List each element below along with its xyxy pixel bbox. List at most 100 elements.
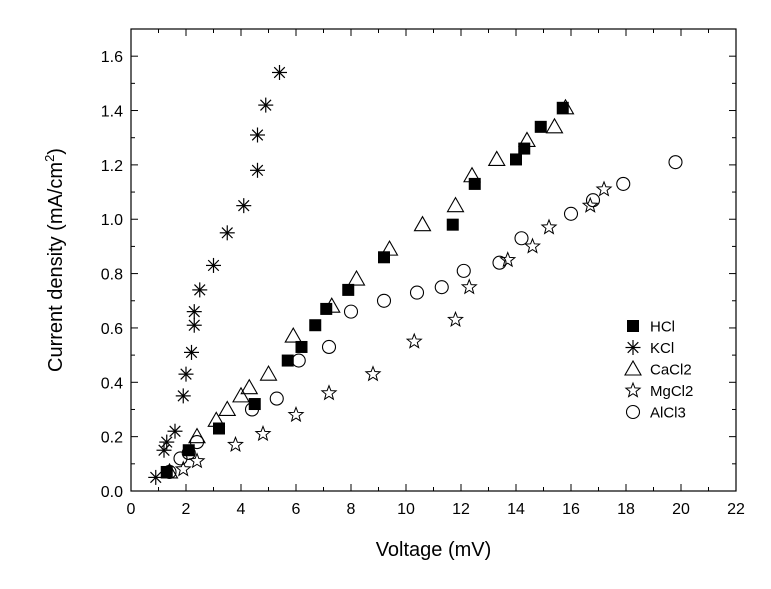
x-tick-label: 18: [617, 501, 635, 518]
legend: HCl KCl CaCl2 MgCl2 AlCl3: [624, 319, 693, 422]
y-tick-label: 0.8: [101, 267, 123, 284]
data-point-cacl2: [347, 269, 366, 286]
data-point-hcl: [213, 422, 225, 435]
series-kcl: [148, 64, 287, 485]
data-point-alcl3: [291, 353, 306, 368]
legend-label: HCl: [650, 319, 675, 336]
data-point-alcl3: [409, 285, 425, 300]
x-axis: 0 2 4 6 8 10 12 14 16 18 20 22: [127, 29, 745, 518]
data-point-cacl2: [218, 400, 237, 417]
data-point-kcl: [206, 257, 221, 273]
data-point-hcl: [378, 251, 390, 264]
x-tick-label: 0: [127, 501, 136, 518]
legend-label: CaCl2: [650, 362, 692, 379]
data-point-hcl: [281, 354, 294, 367]
y-axis-title-tail: ): [45, 148, 67, 155]
data-point-cacl2: [380, 240, 399, 256]
data-point-alcl3: [668, 155, 683, 170]
y-tick-label: 1.6: [101, 49, 123, 66]
data-point-hcl: [468, 177, 481, 190]
x-tick-label: 2: [182, 501, 191, 518]
data-point-mgcl2: [287, 406, 305, 423]
data-point-kcl: [186, 317, 202, 333]
data-point-mgcl2: [320, 384, 338, 401]
legend-item-cacl2: CaCl2: [624, 359, 692, 379]
data-point-kcl: [156, 442, 172, 458]
data-point-kcl: [186, 304, 202, 320]
data-point-cacl2: [284, 326, 303, 343]
data-point-alcl3: [492, 255, 507, 270]
x-tick-label: 14: [507, 501, 525, 518]
y-axis-title-main: Current density (mA/cm: [45, 162, 67, 372]
x-tick-label: 6: [292, 501, 301, 518]
legend-item-alcl3: AlCl3: [625, 404, 686, 422]
x-tick-label: 12: [452, 501, 470, 518]
series-cacl2: [160, 98, 575, 479]
y-tick-label: 0.0: [101, 484, 123, 501]
data-point-kcl: [184, 344, 199, 360]
y-axis: 0.0 0.2 0.4 0.6 0.8 1.0 1.2 1.4 1.6: [101, 49, 736, 501]
data-point-alcl3: [585, 193, 601, 208]
data-point-hcl: [295, 340, 308, 353]
data-point-mgcl2: [540, 218, 558, 235]
data-point-cacl2: [188, 427, 206, 444]
data-point-alcl3: [244, 402, 260, 417]
y-tick-label: 1.0: [101, 212, 123, 229]
data-point-alcl3: [343, 304, 359, 319]
legend-label: MgCl2: [650, 383, 693, 400]
data-point-kcl: [167, 423, 183, 439]
data-point-alcl3: [321, 339, 337, 355]
data-point-kcl: [192, 282, 208, 298]
data-point-kcl: [258, 97, 274, 113]
data-point-mgcl2: [227, 435, 244, 453]
data-point-cacl2: [259, 365, 278, 381]
y-tick-label: 0.4: [101, 375, 123, 392]
data-point-hcl: [510, 153, 522, 166]
data-point-kcl: [272, 64, 287, 80]
y-axis-title-superscript: 2: [42, 155, 57, 162]
data-point-alcl3: [181, 445, 196, 461]
data-point-mgcl2: [447, 310, 464, 327]
data-point-mgcl2: [524, 237, 541, 254]
legend-label: AlCl3: [650, 405, 686, 422]
data-point-alcl3: [189, 435, 205, 450]
data-point-mgcl2: [405, 332, 423, 349]
x-axis-title: Voltage (mV): [376, 539, 492, 561]
data-point-kcl: [219, 225, 235, 241]
data-point-alcl3: [269, 391, 284, 406]
series-layer: [148, 64, 683, 485]
data-point-mgcl2: [174, 460, 192, 477]
data-point-mgcl2: [254, 425, 272, 442]
data-point-cacl2: [322, 297, 341, 313]
data-point-kcl: [236, 198, 252, 214]
data-point-cacl2: [240, 378, 259, 395]
data-point-mgcl2: [595, 180, 613, 197]
legend-marker-mgcl2: [624, 381, 642, 398]
x-tick-label: 4: [237, 501, 246, 518]
data-point-cacl2: [207, 411, 226, 427]
data-point-alcl3: [563, 206, 579, 221]
data-point-kcl: [175, 388, 191, 404]
x-tick-label: 8: [347, 501, 356, 518]
data-point-alcl3: [162, 464, 177, 480]
data-point-cacl2: [556, 98, 575, 115]
data-point-kcl: [178, 366, 194, 382]
x-tick-label: 10: [397, 501, 415, 518]
data-point-mgcl2: [460, 278, 478, 295]
legend-marker-alcl3: [625, 404, 641, 420]
y-tick-label: 0.6: [101, 321, 123, 338]
legend-label: KCl: [650, 340, 674, 357]
x-tick-label: 22: [727, 501, 745, 518]
data-point-alcl3: [434, 280, 449, 295]
y-tick-label: 0.2: [101, 430, 123, 447]
data-point-hcl: [342, 283, 355, 296]
data-point-cacl2: [545, 117, 564, 134]
x-tick-label: 20: [672, 501, 690, 518]
legend-item-hcl: HCl: [627, 319, 675, 336]
data-point-alcl3: [616, 176, 631, 191]
data-point-mgcl2: [499, 251, 517, 268]
data-point-alcl3: [173, 451, 188, 466]
data-point-cacl2: [232, 386, 250, 403]
data-point-alcl3: [376, 293, 392, 308]
